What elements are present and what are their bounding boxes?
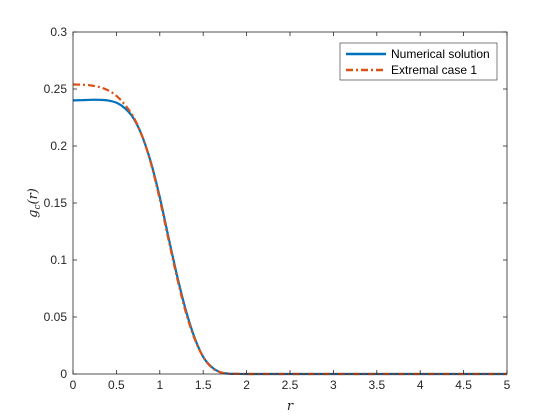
x-tick-label: 4	[417, 378, 424, 392]
x-tick-label: 1.5	[195, 378, 212, 392]
x-tick-label: 3.5	[368, 378, 385, 392]
x-tick-label: 0.5	[108, 378, 125, 392]
y-tick-label: 0.05	[44, 310, 68, 324]
x-tick-label: 3	[330, 378, 337, 392]
legend-entry-numerical-solution: Numerical solution	[391, 47, 490, 61]
y-axis-label: gc(r)	[26, 188, 43, 218]
series-line-extremal-case-1	[72, 83, 508, 376]
y-tick-label: 0.15	[44, 196, 68, 210]
x-tick-label: 2.5	[282, 378, 299, 392]
y-axis-label-arg: (r)	[26, 188, 41, 204]
x-tick-label: 4.5	[455, 378, 472, 392]
y-tick-label: 0.3	[50, 25, 67, 39]
ticks-layer: 0 0.5 1 1.5 2 2.5 3 3.5 4 4.5 5 0 0.05 0.1 0.15 0.2 0.25…	[44, 25, 511, 392]
y-tick-label: 0.1	[50, 253, 67, 267]
plot-area	[73, 32, 507, 374]
x-axis-label: r	[287, 399, 294, 414]
x-tick-label: 1	[156, 378, 163, 392]
y-axis-label-main: g	[26, 210, 41, 218]
legend-box	[339, 42, 498, 81]
y-tick-label: 0.2	[50, 139, 67, 153]
x-tick-label: 2	[243, 378, 250, 392]
legend: Numerical solution Extremal case 1	[339, 42, 498, 81]
x-tick-label: 5	[504, 378, 511, 392]
y-axis-label-sub: c	[33, 204, 43, 209]
x-tick-label: 0	[70, 378, 77, 392]
legend-entry-extremal-case-1: Extremal case 1	[391, 63, 477, 77]
y-tick-label: 0	[60, 367, 67, 381]
y-tick-label: 0.25	[44, 82, 68, 96]
